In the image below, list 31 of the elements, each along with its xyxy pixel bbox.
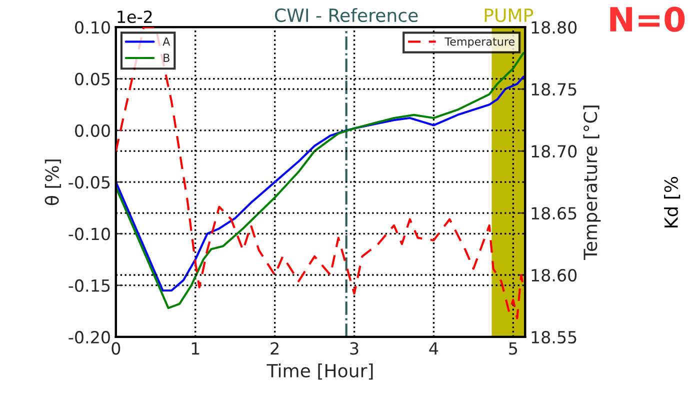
y2-tick-label: 18.65 (532, 206, 576, 220)
legend-label: B (164, 54, 170, 62)
y-tick-label: -0.05 (68, 176, 110, 189)
x-axis-title: Time [Hour] (266, 364, 373, 380)
y2-tick-label: 18.70 (532, 145, 577, 158)
legend-label: Temperature (444, 37, 514, 48)
y-tick-label: -0.20 (68, 330, 110, 344)
y2-tick-label: 18.75 (532, 83, 576, 96)
band-label: PUMP (484, 8, 534, 22)
y-tick-label: 0.10 (75, 21, 110, 34)
x-tick-label: 4 (429, 342, 438, 354)
text: Kd [% (664, 176, 680, 228)
y2-tick-label: 18.80 (532, 21, 577, 34)
line-series (116, 76, 525, 292)
legend-label: A (162, 37, 170, 46)
ref-line-label: CWI - Reference (274, 8, 418, 22)
y2-tick-label: 18.60 (532, 268, 577, 282)
x-tick-label: 2 (270, 342, 278, 354)
y-axis-title: θ [%] (44, 160, 62, 206)
x-tick-label: 1 (192, 342, 200, 354)
y-tick-label: -0.15 (68, 279, 110, 292)
y-tick-label: 0.05 (75, 72, 110, 86)
y2-tick-label: 18.55 (532, 330, 576, 344)
y-tick-label: -0.10 (68, 228, 110, 240)
text: N=0 (610, 6, 685, 32)
y2-axis-title: Temperature [°C] (583, 106, 601, 260)
x-tick-label: 0 (112, 342, 120, 355)
x-tick-label: 3 (350, 342, 358, 355)
y-tick-label: 0.00 (75, 124, 110, 137)
x-tick-label: 5 (509, 342, 518, 355)
text: 1e-2 (118, 10, 152, 24)
